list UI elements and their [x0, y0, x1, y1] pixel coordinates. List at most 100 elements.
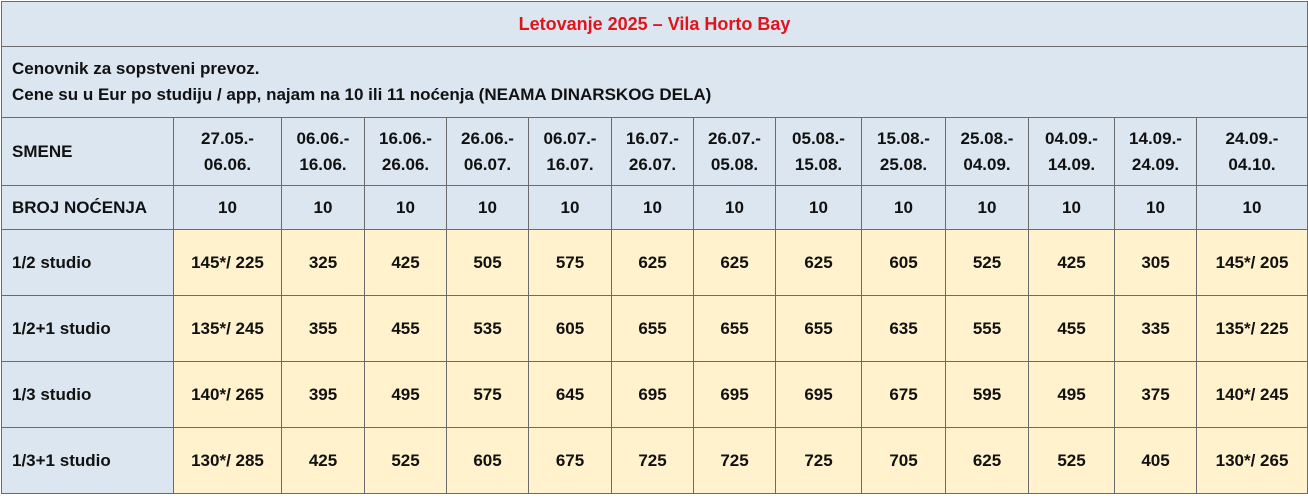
- price: 130*/ 265: [1195, 427, 1308, 494]
- price: 695: [693, 361, 776, 428]
- note: Cenovnik za sopstveni prevoz.: [12, 59, 260, 78]
- price: 140*/ 265: [173, 361, 282, 428]
- price: 495: [1028, 361, 1115, 428]
- period-date: 14.09.: [1047, 154, 1096, 174]
- price-row: 1/2 studio 145*/ 225 325 425 505 575 625 625 625…: [1, 229, 1308, 296]
- price-row: 1/2+1 studio 135*/ 245 355 455 535 605 655 655 6…: [1, 295, 1308, 362]
- price: 625: [775, 229, 862, 296]
- period-date: 06.06.-: [296, 128, 350, 148]
- price: 695: [611, 361, 694, 428]
- period: 26.07.- 05.08.: [693, 117, 776, 186]
- price: 145*/ 205: [1195, 229, 1308, 296]
- period-date: 06.07.-: [543, 128, 597, 148]
- price: 525: [945, 229, 1029, 296]
- price: 675: [861, 361, 946, 428]
- price: 325: [281, 229, 365, 296]
- period-date: 26.07.-: [708, 128, 761, 148]
- period-date: 04.09.-: [1045, 128, 1098, 148]
- period: 14.09.- 24.09.: [1114, 117, 1197, 186]
- price: 625: [693, 229, 776, 296]
- price: 135*/ 245: [173, 295, 282, 362]
- period: 04.09.- 14.09.: [1028, 117, 1115, 186]
- period-date: 16.06.: [299, 154, 347, 174]
- period-date: 24.09.-: [1225, 128, 1279, 148]
- nights: 10: [945, 185, 1029, 230]
- nights: 10: [1028, 185, 1115, 230]
- nights: 10: [528, 185, 612, 230]
- row-label: 1/2+1 studio: [1, 295, 174, 362]
- period-date: 16.07.-: [626, 128, 679, 148]
- price: 635: [861, 295, 946, 362]
- price: 695: [775, 361, 862, 428]
- nights: 10: [364, 185, 447, 230]
- price: 705: [861, 427, 946, 494]
- price: 725: [775, 427, 862, 494]
- price: 605: [446, 427, 529, 494]
- period: 06.06.- 16.06.: [281, 117, 365, 186]
- price: 655: [611, 295, 694, 362]
- price: 655: [693, 295, 776, 362]
- price: 655: [775, 295, 862, 362]
- price: 375: [1114, 361, 1197, 428]
- period: 15.08.- 25.08.: [861, 117, 946, 186]
- price: 335: [1114, 295, 1197, 362]
- price-row: 1/3 studio 140*/ 265 395 495 575 645 695 695 695…: [1, 361, 1308, 428]
- price: 425: [281, 427, 365, 494]
- nights: 10: [611, 185, 694, 230]
- period: 06.07.- 16.07.: [528, 117, 612, 186]
- price: 625: [611, 229, 694, 296]
- period-date: 26.06.-: [461, 128, 514, 148]
- nights: 10: [1195, 185, 1308, 230]
- price: 425: [1028, 229, 1115, 296]
- period-date: 15.08.-: [877, 128, 930, 148]
- price: 555: [945, 295, 1029, 362]
- price: 305: [1114, 229, 1197, 296]
- title: Letovanje 2025 – Vila Horto Bay: [0, 1, 1308, 47]
- price: 725: [693, 427, 776, 494]
- price: 395: [281, 361, 365, 428]
- period-date: 05.08.-: [792, 128, 845, 148]
- price: 605: [528, 295, 612, 362]
- period: 05.08.- 15.08.: [775, 117, 862, 186]
- price: 535: [446, 295, 529, 362]
- price: 625: [945, 427, 1029, 494]
- row-label: 1/3+1 studio: [1, 427, 174, 494]
- row-label: BROJ NOĆENJA: [1, 185, 174, 230]
- nights: 10: [693, 185, 776, 230]
- period-date: 27.05.-: [201, 128, 254, 148]
- nights: 10: [775, 185, 862, 230]
- period-date: 06.06.: [203, 154, 252, 174]
- note: Cene su u Eur po studiju / app, najam na…: [12, 85, 712, 104]
- price: 455: [364, 295, 447, 362]
- price: 525: [364, 427, 447, 494]
- price: 145*/ 225: [173, 229, 282, 296]
- period-date: 26.07.: [628, 154, 677, 174]
- price: 575: [528, 229, 612, 296]
- period: 16.07.- 26.07.: [611, 117, 694, 186]
- nights: 10: [173, 185, 282, 230]
- price: 425: [364, 229, 447, 296]
- period-date: 24.09.: [1131, 154, 1180, 174]
- row-label: SMENE: [1, 117, 174, 186]
- row-label: 1/3 studio: [1, 361, 174, 428]
- price: 140*/ 245: [1195, 361, 1308, 428]
- period-date: 14.09.-: [1129, 128, 1182, 148]
- price: 505: [446, 229, 529, 296]
- periods-row: SMENE 27.05.- 06.06. 06.06.- 16.06. 16.06.- 26…: [1, 117, 1308, 186]
- nights: 10: [1114, 185, 1197, 230]
- period-date: 04.10.: [1228, 154, 1276, 174]
- price: 405: [1114, 427, 1197, 494]
- period: 25.08.- 04.09.: [945, 117, 1029, 186]
- period-date: 16.06.-: [379, 128, 432, 148]
- title-row: Letovanje 2025 – Vila Horto Bay: [0, 1, 1308, 47]
- price: 675: [528, 427, 612, 494]
- price: 355: [281, 295, 365, 362]
- period-date: 26.06.: [381, 154, 430, 174]
- row-label: 1/2 studio: [1, 229, 174, 296]
- nights: 10: [281, 185, 365, 230]
- price: 455: [1028, 295, 1115, 362]
- period-date: 16.07.: [546, 154, 594, 174]
- price: 130*/ 285: [173, 427, 282, 494]
- notes: Cenovnik za sopstveni prevoz. Cene su u E…: [0, 46, 1308, 118]
